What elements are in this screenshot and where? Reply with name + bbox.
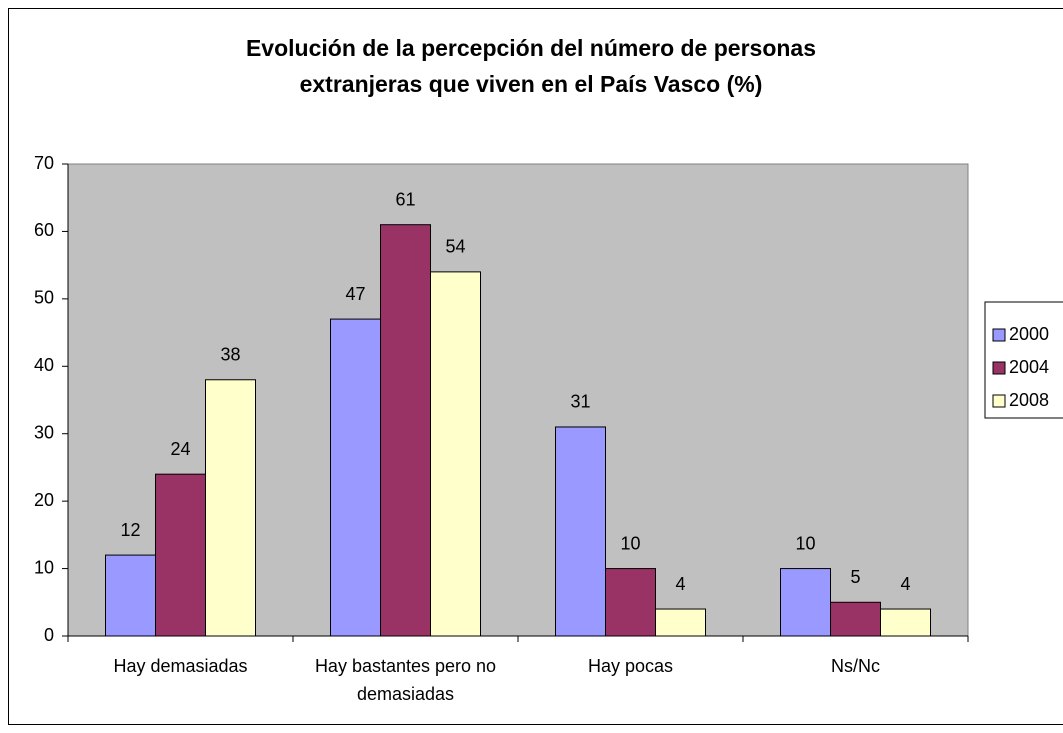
x-tick-label: Hay bastantes pero no demasiadas [314, 656, 497, 704]
x-tick-label-box: Hay pocas [587, 656, 674, 676]
bar [430, 271, 481, 637]
data-label: 24 [170, 439, 190, 459]
bar [880, 608, 931, 637]
bar [830, 601, 881, 637]
y-tick-label: 0 [44, 625, 54, 645]
data-label: 47 [345, 284, 365, 304]
y-tick-label: 10 [34, 557, 54, 577]
data-label: 31 [570, 392, 590, 412]
data-label: 54 [445, 237, 465, 257]
bar [330, 318, 381, 637]
x-tick-label: Hay pocas [587, 656, 674, 676]
bar [605, 568, 656, 637]
data-label: 4 [675, 574, 685, 594]
x-tick-label: Ns/Nc [831, 656, 880, 676]
y-tick-label: 40 [34, 355, 54, 375]
data-label: 10 [620, 533, 640, 553]
y-tick-label: 30 [34, 422, 54, 442]
bar [380, 224, 431, 637]
x-tick-label-box: Hay demasiadas [113, 656, 248, 676]
data-label: 10 [795, 533, 815, 553]
legend-label: 2008 [1009, 390, 1049, 410]
y-tick-label: 70 [34, 153, 54, 173]
x-tick-label-box: Hay bastantes pero no demasiadas [314, 656, 497, 704]
data-label: 61 [395, 189, 415, 209]
legend-swatch [992, 328, 1006, 342]
bar [205, 379, 256, 637]
bar [655, 608, 706, 637]
bar [555, 426, 606, 637]
bar [780, 568, 831, 637]
y-tick-label: 60 [34, 220, 54, 240]
bar [105, 554, 156, 637]
legend-swatch [992, 361, 1006, 375]
bar [155, 473, 206, 637]
data-label: 12 [120, 520, 140, 540]
y-tick-label: 50 [34, 288, 54, 308]
legend-swatch [992, 394, 1006, 408]
legend-label: 2004 [1009, 357, 1049, 377]
chart-title: Evolución de la percepción del número de… [245, 35, 817, 97]
x-tick-label: Hay demasiadas [113, 656, 248, 676]
data-label: 5 [850, 567, 860, 587]
data-label: 38 [220, 345, 240, 365]
x-tick-label-box: Ns/Nc [831, 656, 880, 676]
y-tick-label: 20 [34, 490, 54, 510]
legend-label: 2000 [1009, 324, 1049, 344]
data-label: 4 [900, 574, 910, 594]
